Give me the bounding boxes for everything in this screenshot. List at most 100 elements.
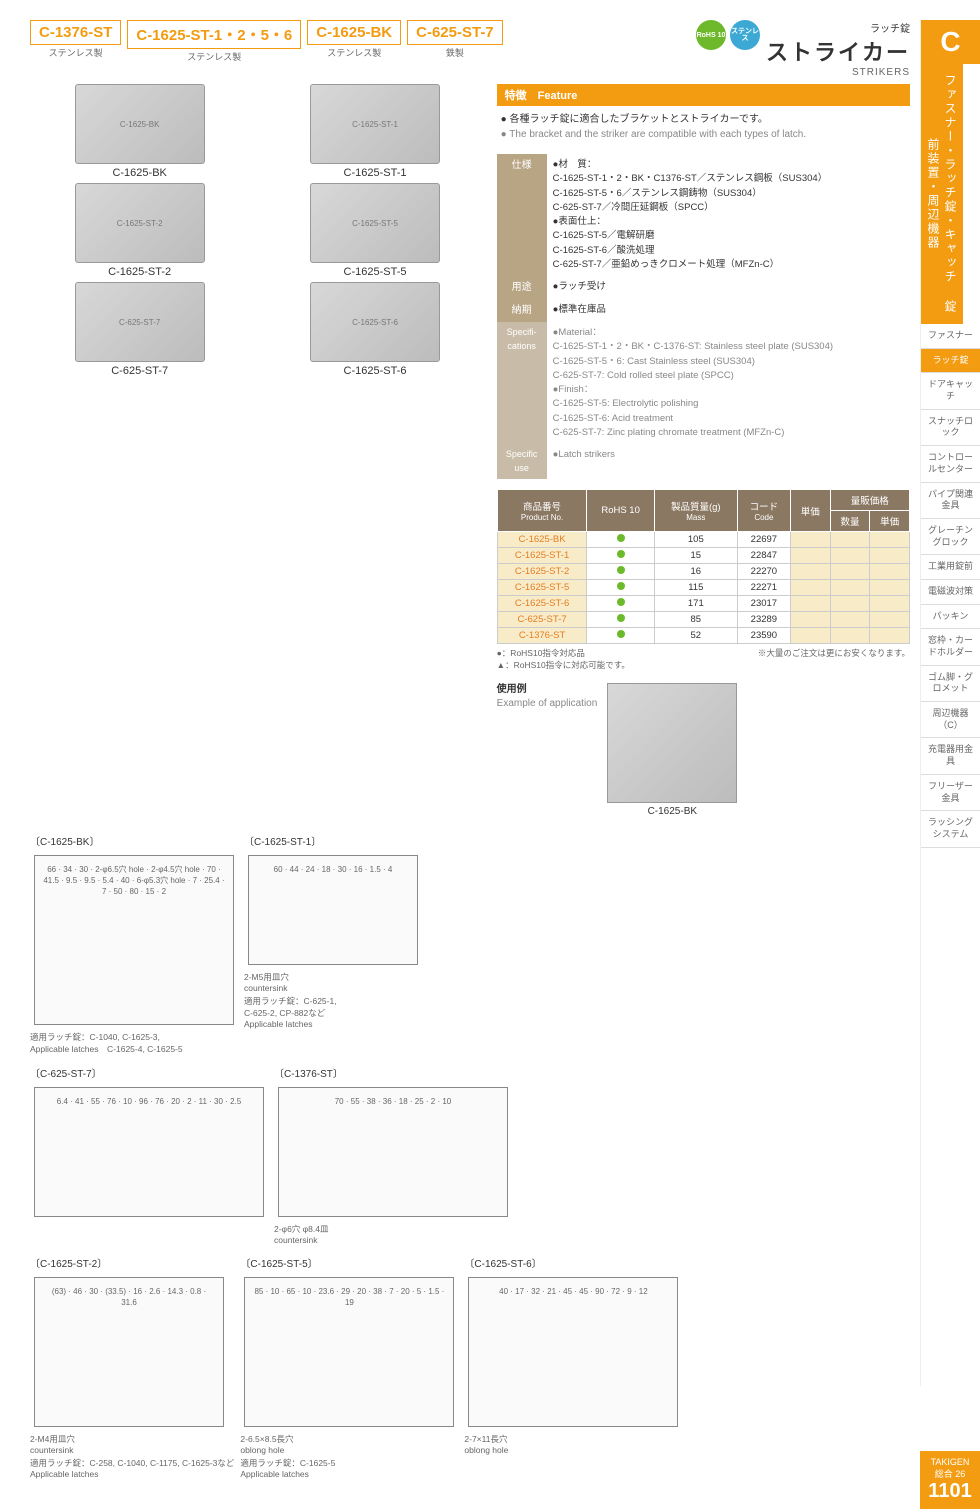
cell-mass: 105 — [654, 532, 737, 548]
technical-drawings: 〔C-1625-BK〕 66 · 34 · 30 · 2-φ6.5穴 hole … — [30, 833, 910, 1479]
part-number-code: C-625-ST-7 — [407, 20, 503, 45]
product-photo-cell: C-1625-ST-5 C-1625-ST-5 — [265, 183, 484, 278]
product-photo-label: C-1625-ST-2 — [30, 266, 249, 278]
product-photo: C-1625-ST-1 — [310, 84, 440, 164]
cell-pn: C-1625-ST-2 — [497, 564, 587, 580]
product-photo-label: C-1625-ST-6 — [265, 365, 484, 377]
header-row: C-1376-ST ステンレス製C-1625-ST-1・2・5・6 ステンレス製… — [30, 20, 910, 78]
product-photo: C-1625-ST-6 — [310, 282, 440, 362]
side-nav: ファスナーラッチ錠ドアキャッチスナッチロックコントロールセンターパイプ関連金具グ… — [921, 324, 980, 848]
product-photo-cell: C-1625-BK C-1625-BK — [30, 84, 249, 179]
drawing-placeholder: 66 · 34 · 30 · 2-φ6.5穴 hole · 2-φ4.5穴 ho… — [34, 855, 234, 1025]
sidebar-nav-item[interactable]: 周辺機器（C） — [921, 702, 980, 738]
cell-bulk-qty — [830, 628, 870, 644]
product-row: C-1376-ST 52 23590 — [497, 628, 909, 644]
cell-bulk-price — [870, 548, 910, 564]
drawing-block: 〔C-1376-ST〕 70 · 55 · 38 · 36 · 18 · 25 … — [274, 1065, 512, 1245]
cell-bulk-price — [870, 596, 910, 612]
drawing-placeholder: 70 · 55 · 38 · 36 · 18 · 25 · 2 · 10 — [278, 1087, 508, 1217]
drawing-note: 2-7×11長穴 oblong hole — [464, 1433, 682, 1455]
drawing-note: 2-φ6穴 φ8.4皿 countersink — [274, 1223, 512, 1245]
title-main: ストライカー — [766, 35, 910, 67]
sidebar-nav-item[interactable]: 充電器用金具 — [921, 738, 980, 774]
product-photo-label: C-1625-ST-1 — [265, 167, 484, 179]
drawing-note: 適用ラッチ錠：C-258, C-1040, C-1175, C-1625-3など… — [30, 1457, 234, 1479]
category-vertical-label: ファスナー・ラッチ錠・キャッチ 錠前装置・周辺機器 — [921, 64, 963, 324]
rohs-dot-icon — [617, 550, 625, 558]
cell-code: 22270 — [737, 564, 790, 580]
spec-label-en: Specific use — [497, 444, 547, 479]
cell-code: 22271 — [737, 580, 790, 596]
spec-label: 用途 — [497, 276, 547, 299]
cell-code: 23590 — [737, 628, 790, 644]
sidebar-nav-item[interactable]: グレーチングロック — [921, 519, 980, 555]
product-row: C-1625-ST-6 171 23017 — [497, 596, 909, 612]
footer-page: 1101 — [920, 1480, 980, 1503]
product-photo: C-1625-ST-2 — [75, 183, 205, 263]
sidebar-nav-item[interactable]: ゴム脚・グロメット — [921, 666, 980, 702]
part-number-badge: C-1376-ST ステンレス製 — [30, 20, 121, 63]
product-photo-label: C-1625-BK — [30, 167, 249, 179]
cell-rohs — [587, 532, 654, 548]
sidebar-nav-item[interactable]: ラッシングシステム — [921, 811, 980, 847]
title-block: ラッチ錠 ストライカー STRIKERS — [766, 20, 910, 78]
drawing-title: 〔C-1625-ST-5〕 — [240, 1255, 458, 1270]
cell-rohs — [587, 628, 654, 644]
sidebar-nav-item[interactable]: 工業用錠前 — [921, 555, 980, 580]
product-photo-cell: C-625-ST-7 C-625-ST-7 — [30, 282, 249, 377]
sidebar-nav-item[interactable]: スナッチロック — [921, 410, 980, 446]
drawing-block: 〔C-1625-ST-5〕 85 · 10 · 65 · 10 · 23.6 ·… — [240, 1255, 458, 1479]
feature-heading: 特徴 Feature — [497, 84, 910, 106]
rohs-dot-icon — [617, 534, 625, 542]
table-notes: ●：RoHS10指令対応品 ▲：RoHS10指令に対応可能です。 ※大量のご注文… — [497, 647, 910, 671]
th-product-no: 商品番号Product No. — [497, 490, 587, 532]
part-number-code: C-1625-BK — [307, 20, 401, 45]
cell-price — [790, 628, 830, 644]
spec-text-en: ●Latch strikers — [547, 444, 910, 479]
part-number-badge: C-1625-BK ステンレス製 — [307, 20, 401, 63]
category-sidebar: C ファスナー・ラッチ錠・キャッチ 錠前装置・周辺機器 ファスナーラッチ錠ドアキ… — [920, 20, 980, 1386]
stainless-badge: ステンレス — [730, 20, 760, 50]
sidebar-nav-item[interactable]: 電磁波対策 — [921, 580, 980, 605]
rohs-dot-icon — [617, 614, 625, 622]
cell-price — [790, 596, 830, 612]
cell-pn: C-1376-ST — [497, 628, 587, 644]
sidebar-nav-item[interactable]: 窓枠・カードホルダー — [921, 629, 980, 665]
sidebar-nav-item[interactable]: フリーザー金具 — [921, 775, 980, 811]
drawing-placeholder: 85 · 10 · 65 · 10 · 23.6 · 29 · 20 · 38 … — [244, 1277, 454, 1427]
cell-rohs — [587, 612, 654, 628]
cell-code: 23289 — [737, 612, 790, 628]
sidebar-nav-item[interactable]: パッキン — [921, 605, 980, 630]
sidebar-nav-item[interactable]: ドアキャッチ — [921, 373, 980, 409]
cell-bulk-qty — [830, 564, 870, 580]
product-photo-cell: C-1625-ST-1 C-1625-ST-1 — [265, 84, 484, 179]
feature-box: 特徴 Feature ● 各種ラッチ錠に適合したブラケットとストライカーです。 … — [497, 84, 910, 148]
rohs-badge: RoHS 10 — [696, 20, 726, 50]
application-example: 使用例 Example of application C-1625-BK — [497, 683, 910, 817]
drawing-placeholder: (63) · 46 · 30 · (33.5) · 16 · 2.6 · 14.… — [34, 1277, 224, 1427]
cell-bulk-qty — [830, 548, 870, 564]
drawing-block: 〔C-1625-ST-1〕 60 · 44 · 24 · 18 · 30 · 1… — [244, 833, 422, 1055]
drawing-block: 〔C-625-ST-7〕 6.4 · 41 · 55 · 76 · 10 · 9… — [30, 1065, 268, 1245]
drawing-block: 〔C-1625-BK〕 66 · 34 · 30 · 2-φ6.5穴 hole … — [30, 833, 238, 1055]
cell-bulk-qty — [830, 596, 870, 612]
drawing-title: 〔C-1625-BK〕 — [30, 833, 238, 848]
spec-label: 納期 — [497, 299, 547, 322]
cell-price — [790, 612, 830, 628]
cell-pn: C-625-ST-7 — [497, 612, 587, 628]
sidebar-nav-item[interactable]: ラッチ錠 — [921, 349, 980, 374]
cell-bulk-price — [870, 532, 910, 548]
product-photo: C-1625-BK — [75, 84, 205, 164]
rohs-dot-icon — [617, 566, 625, 574]
cell-pn: C-1625-ST-5 — [497, 580, 587, 596]
sidebar-nav-item[interactable]: コントロールセンター — [921, 446, 980, 482]
footer-volume: 総合 26 — [920, 1467, 980, 1480]
th-bulk: 量販価格 — [830, 490, 909, 511]
cell-mass: 16 — [654, 564, 737, 580]
cell-rohs — [587, 564, 654, 580]
cell-pn: C-1625-ST-6 — [497, 596, 587, 612]
cell-code: 22847 — [737, 548, 790, 564]
sidebar-nav-item[interactable]: パイプ関連金具 — [921, 483, 980, 519]
drawing-title: 〔C-1625-ST-1〕 — [244, 833, 422, 848]
sidebar-nav-item[interactable]: ファスナー — [921, 324, 980, 349]
